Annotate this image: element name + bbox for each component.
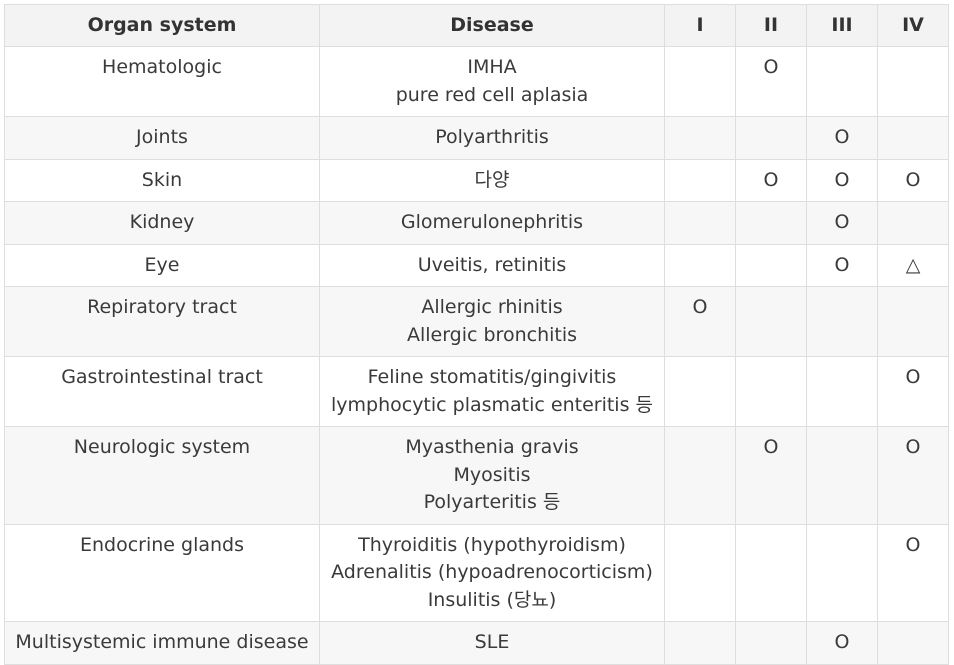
table-row: Eye Uveitis, retinitis O △ [4,243,949,287]
table-row: Repiratory tract Allergic rhinitis Allergi… [4,286,949,357]
header-organ-system: Organ system [4,4,320,47]
table-row: Joints Polyarthritis O [4,116,949,160]
organ-system-cell: Gastrointestinal tract [4,356,320,427]
organ-disease-table: Organ system Disease I II III IV Hematol… [4,4,949,665]
grade-iv-cell [877,116,949,160]
disease-line: Allergic rhinitis [421,296,563,318]
disease-line: 다양 [474,168,510,191]
disease-line: Myasthenia gravis [405,436,579,458]
table-row: Gastrointestinal tract Feline stomatitis/… [4,356,949,427]
grade-iv-cell: O [877,356,949,427]
grade-ii-cell: O [735,426,807,525]
grade-i-cell [664,621,736,665]
disease-line: Uveitis, retinitis [417,253,567,276]
disease-line: Myositis [453,463,531,486]
disease-line: SLE [474,631,510,653]
grade-iii-cell: O [806,158,878,202]
table-row: Kidney Glomerulonephritis O [4,201,949,245]
grade-iii-cell [806,46,878,117]
organ-system-cell: Multisystemic immune disease [4,621,320,665]
grade-iii-cell: O [806,621,878,665]
disease-line: IMHA [467,56,517,78]
disease-line: Thyroiditis (hypothyroidism) [358,533,626,556]
organ-system-cell: Repiratory tract [4,286,320,357]
disease-cell: Uveitis, retinitis [319,243,665,287]
table-row: Skin 다양 O O O [4,158,949,202]
organ-system-cell: Neurologic system [4,426,320,525]
grade-iii-cell [806,356,878,427]
grade-ii-cell [735,201,807,245]
disease-line: Polyarthritis [435,126,549,148]
grade-iii-cell: O [806,243,878,287]
disease-line: lymphocytic plasmatic enteritis 등 [330,393,654,416]
grade-iii-cell [806,523,878,622]
disease-line: Feline stomatitis/gingivitis [367,366,617,388]
disease-cell: Feline stomatitis/gingivitis lymphocytic … [319,356,665,427]
grade-ii-cell [735,523,807,622]
disease-cell: IMHA pure red cell aplasia [319,46,665,117]
organ-system-cell: Eye [4,243,320,287]
grade-iii-cell: O [806,201,878,245]
disease-cell: Myasthenia gravis Myositis Polyarteritis 등 [319,426,665,525]
grade-ii-cell [735,621,807,665]
header-row: Organ system Disease I II III IV [4,4,949,47]
grade-i-cell [664,243,736,287]
organ-system-cell: Endocrine glands [4,523,320,622]
grade-i-cell [664,201,736,245]
organ-system-cell: Hematologic [4,46,320,117]
grade-iv-cell [877,201,949,245]
grade-ii-cell [735,356,807,427]
grade-ii-cell: O [735,46,807,117]
table-row: Endocrine glands Thyroiditis (hypothyroid… [4,523,949,622]
grade-iii-cell [806,426,878,525]
disease-cell: Thyroiditis (hypothyroidism) Adrenalitis … [319,523,665,622]
grade-i-cell [664,356,736,427]
header-grade-ii: II [735,4,807,47]
grade-iii-cell [806,286,878,357]
grade-iv-cell [877,286,949,357]
grade-ii-cell [735,286,807,357]
grade-i-cell [664,116,736,160]
grade-iv-cell [877,46,949,117]
disease-line: Glomerulonephritis [400,211,584,233]
disease-line: Polyarteritis 등 [423,491,561,513]
organ-system-cell: Skin [4,158,320,202]
grade-iv-cell: △ [877,243,949,287]
grade-iv-cell: O [877,158,949,202]
grade-ii-cell [735,243,807,287]
grade-iii-cell: O [806,116,878,160]
grade-i-cell [664,523,736,622]
disease-cell: 다양 [319,158,665,202]
disease-cell: Glomerulonephritis [319,201,665,245]
grade-ii-cell: O [735,158,807,202]
header-disease: Disease [319,4,665,47]
table-row: Multisystemic immune disease SLE O [4,621,949,665]
grade-iv-cell: O [877,523,949,622]
disease-line: Insulitis (당뇨) [427,588,557,611]
grade-i-cell [664,426,736,525]
disease-cell: Polyarthritis [319,116,665,160]
grade-i-cell [664,158,736,202]
grade-iv-cell: O [877,426,949,525]
grade-i-cell [664,46,736,117]
grade-iv-cell [877,621,949,665]
disease-line: Adrenalitis (hypoadrenocorticism) [331,561,653,583]
header-grade-i: I [664,4,736,47]
table-row: Neurologic system Myasthenia gravis Myosit… [4,426,949,525]
grade-i-cell: O [664,286,736,357]
organ-system-cell: Joints [4,116,320,160]
disease-line: pure red cell aplasia [395,83,589,106]
disease-cell: Allergic rhinitis Allergic bronchitis [319,286,665,357]
disease-line: Allergic bronchitis [406,323,578,346]
organ-system-cell: Kidney [4,201,320,245]
disease-cell: SLE [319,621,665,665]
table-row: Hematologic IMHA pure red cell aplasia O [4,46,949,117]
header-grade-iv: IV [877,4,949,47]
grade-ii-cell [735,116,807,160]
header-grade-iii: III [806,4,878,47]
